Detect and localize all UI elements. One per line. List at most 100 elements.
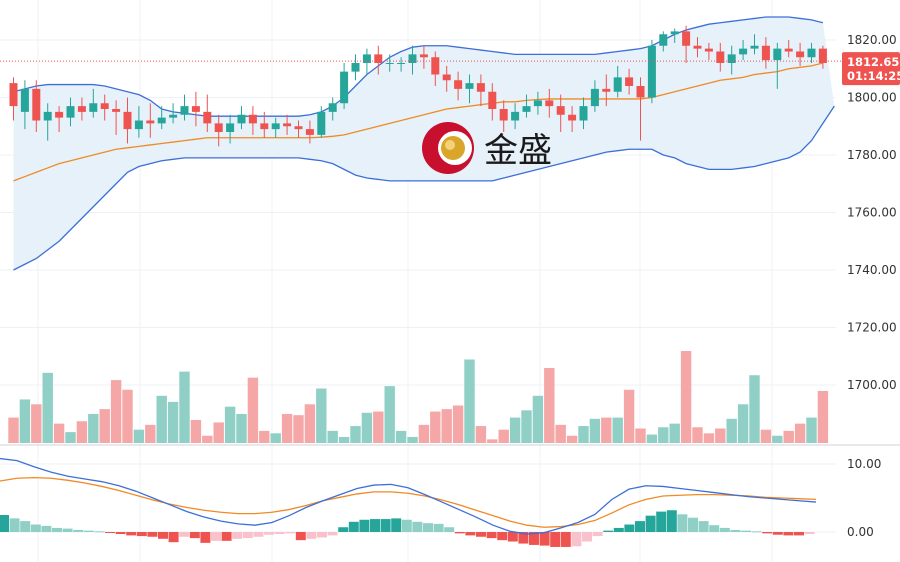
macd-histogram-bar: [338, 527, 349, 532]
volume-bar: [578, 426, 589, 443]
volume-bar: [236, 413, 247, 443]
candle-body: [134, 120, 143, 130]
candle-body: [157, 117, 166, 124]
volume-bar: [42, 372, 53, 443]
macd-histogram-bar: [539, 532, 550, 546]
macd-histogram-bar: [613, 527, 624, 532]
volume-bar: [566, 435, 578, 443]
candle-body: [226, 123, 235, 132]
candle-body: [579, 106, 588, 121]
candle-body: [556, 106, 565, 115]
macd-histogram-bar: [9, 518, 20, 532]
macd-histogram-bar: [497, 532, 508, 541]
candle-body: [442, 74, 451, 81]
macd-histogram-bar: [41, 525, 52, 532]
volume-bar: [806, 417, 817, 443]
candle-body: [659, 34, 668, 46]
volume-bar: [498, 429, 509, 443]
price-axis-tick-label: 1780.00: [847, 148, 897, 162]
macd-histogram-bar: [730, 529, 741, 532]
bollinger-lower-line: [13, 105, 835, 271]
volume-bar: [475, 426, 487, 443]
volume-bar: [521, 410, 532, 443]
macd-histogram-bar: [73, 529, 84, 532]
macd-histogram-bar: [253, 532, 264, 537]
volume-bar: [338, 436, 350, 443]
volume-bar: [156, 395, 167, 443]
candle-body: [613, 77, 622, 92]
candle-body: [305, 129, 314, 135]
volume-bar: [532, 395, 544, 443]
price-axis-tick-label: 1760.00: [847, 206, 897, 220]
volume-bar: [8, 417, 19, 443]
volume-bar: [373, 411, 384, 443]
candle-body: [283, 123, 292, 127]
volume-bar: [452, 405, 464, 443]
macd-histogram-bar: [30, 524, 41, 532]
macd-histogram-bar: [804, 532, 815, 535]
candle-body: [340, 71, 349, 104]
volume-bar: [418, 424, 430, 443]
volume-bar: [88, 413, 99, 443]
price-axis-tick-label: 1820.00: [847, 33, 897, 47]
volume-bar: [213, 422, 224, 443]
macd-histogram-bar: [518, 532, 529, 544]
volume-bar: [441, 409, 452, 443]
macd-histogram-bar: [635, 521, 645, 532]
price-axis: 1820.00 1800.00 1780.00 1760.00 1740.00 1720.…: [842, 33, 900, 539]
last-price-tag: [842, 52, 900, 86]
volume-bar: [361, 412, 373, 443]
candle-body: [590, 88, 599, 107]
volume-bar: [247, 377, 259, 443]
volume-bar: [167, 401, 179, 443]
candle-body: [55, 111, 64, 118]
candle-body: [180, 106, 189, 115]
volume-bar: [316, 388, 327, 443]
volume-bar: [395, 430, 407, 443]
candle-body: [214, 123, 223, 132]
macd-histogram-bar: [794, 532, 804, 536]
macd-histogram-bar: [179, 532, 190, 537]
candle-body: [670, 31, 679, 35]
candle-body: [476, 83, 485, 92]
candle-body: [146, 120, 155, 124]
volume-bar: [190, 420, 202, 443]
candle-body: [784, 48, 793, 52]
volume-bar: [259, 430, 270, 443]
macd-histogram-bar: [126, 532, 137, 536]
macd-axis-tick-label: 0.00: [847, 525, 874, 539]
candle-body: [511, 111, 520, 121]
macd-histogram-bar: [465, 532, 476, 536]
volume-bar: [509, 417, 521, 443]
macd-histogram-bar: [560, 532, 571, 547]
bollinger-upper-line: [13, 16, 824, 117]
macd-histogram-bar: [603, 530, 614, 532]
volume-bar: [544, 367, 555, 443]
macd-histogram-bar: [211, 532, 221, 541]
volume-bar: [179, 371, 190, 443]
macd-histogram-bar: [550, 532, 561, 547]
volume-bar: [555, 424, 566, 443]
macd-histogram-bar: [741, 530, 751, 532]
candle-body: [66, 106, 75, 118]
candle-body: [123, 111, 132, 130]
macd-histogram-bar: [486, 532, 497, 539]
candle-body: [499, 109, 508, 121]
candle-body: [454, 80, 463, 89]
candle-body: [522, 106, 531, 112]
volume-bar: [749, 375, 760, 443]
candle-body: [248, 114, 257, 124]
candle-body: [362, 54, 371, 63]
volume-bar: [817, 390, 829, 443]
macd-histogram-bar: [412, 521, 423, 532]
volume-bar: [680, 351, 692, 443]
candle-body: [818, 48, 827, 63]
volume-bar: [53, 423, 65, 443]
volume-bar: [281, 413, 293, 443]
candle-body: [693, 45, 702, 49]
candle-body: [545, 100, 554, 107]
macd-histogram-bar: [327, 532, 338, 536]
macd-histogram-bar: [507, 532, 518, 542]
macd-histogram-bar: [115, 532, 126, 535]
